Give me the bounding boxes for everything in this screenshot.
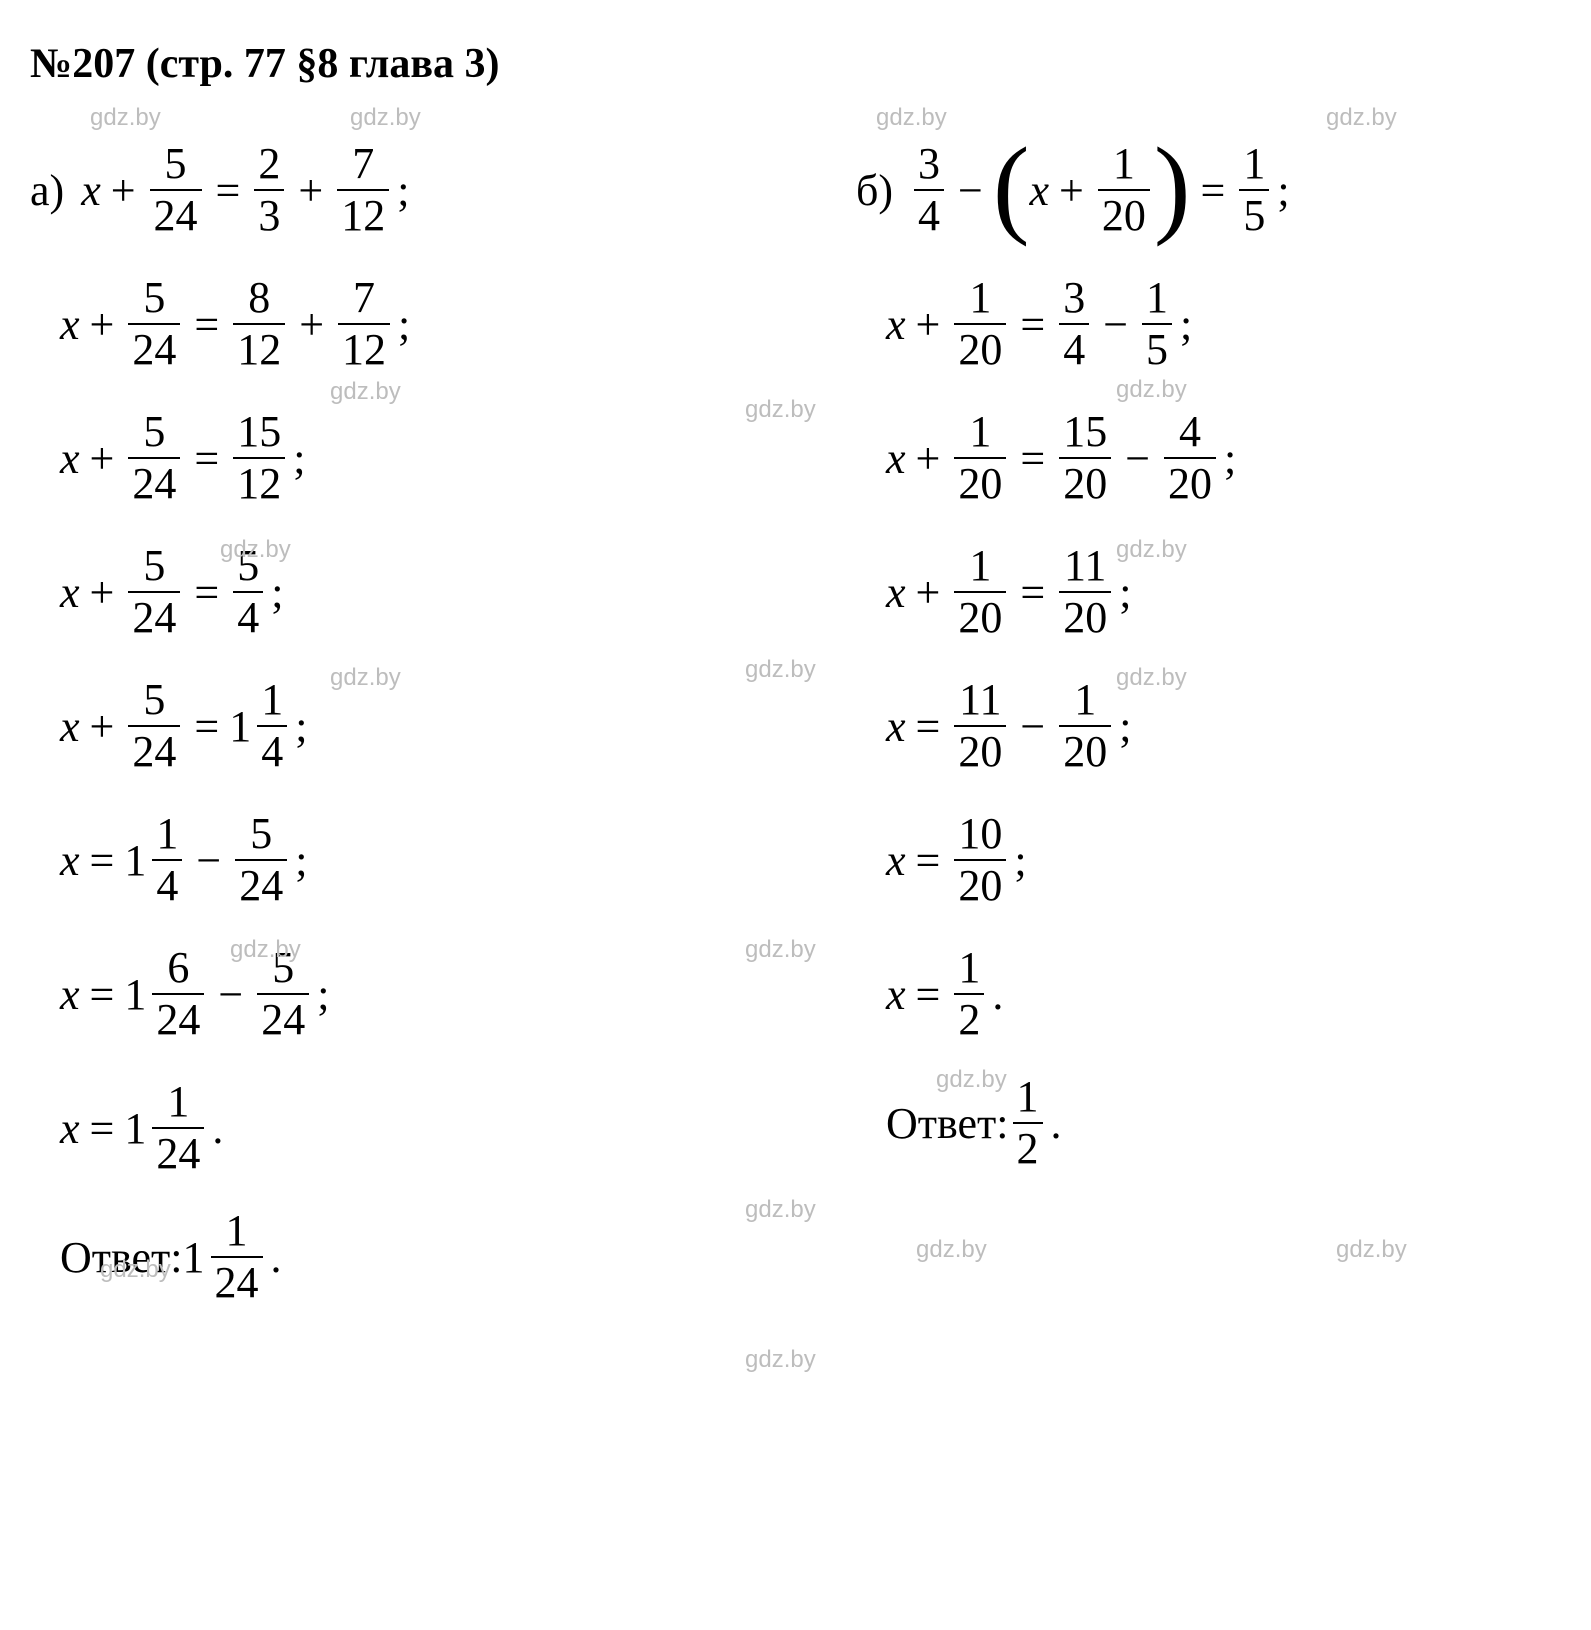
equation-line: x=1120−120; bbox=[856, 666, 1561, 786]
equation-line: x=114−524; bbox=[30, 800, 735, 920]
column-a: а) x+524=23+712; x+524=812+712; x+524=1512… bbox=[30, 116, 735, 1312]
equation-line: x+524=1512; bbox=[30, 398, 735, 518]
answer-line: Ответ: 12. bbox=[856, 1068, 1561, 1178]
page-title: №207 (стр. 77 §8 глава 3) bbox=[30, 40, 1561, 88]
equation-line: x+120=1120; bbox=[856, 532, 1561, 652]
columns: а) x+524=23+712; x+524=812+712; x+524=1512… bbox=[30, 116, 1561, 1312]
equation-line: x+524=812+712; bbox=[30, 264, 735, 384]
equation-line: x+524=54; bbox=[30, 532, 735, 652]
watermark: gdz.by bbox=[876, 104, 947, 132]
equation-line: б) 34−(x+120)=15; bbox=[856, 130, 1561, 250]
watermark: gdz.by bbox=[1336, 1236, 1407, 1264]
equation-line: x+524=114; bbox=[30, 666, 735, 786]
watermark: gdz.by bbox=[916, 1236, 987, 1264]
equation-line: x=1020; bbox=[856, 800, 1561, 920]
column-b: б) 34−(x+120)=15; x+120=34−15; x+120=1520−… bbox=[856, 116, 1561, 1312]
watermark: gdz.by bbox=[745, 1196, 816, 1224]
watermark: gdz.by bbox=[350, 104, 421, 132]
watermark: gdz.by bbox=[745, 656, 816, 684]
answer-line: Ответ: 1124. bbox=[30, 1202, 735, 1312]
column-mid-watermarks: gdz.bygdz.bygdz.bygdz.bygdz.by bbox=[795, 116, 796, 1312]
equation-line: а) x+524=23+712; bbox=[30, 130, 735, 250]
equation-line: x=1624−524; bbox=[30, 934, 735, 1054]
watermark: gdz.by bbox=[745, 936, 816, 964]
equation-line: x+120=34−15; bbox=[856, 264, 1561, 384]
equation-line: x=12. bbox=[856, 934, 1561, 1054]
equation-line: x=1124. bbox=[30, 1068, 735, 1188]
watermark: gdz.by bbox=[745, 1346, 816, 1374]
watermark: gdz.by bbox=[745, 396, 816, 424]
watermark: gdz.by bbox=[1326, 104, 1397, 132]
equation-line: x+120=1520−420; bbox=[856, 398, 1561, 518]
watermark: gdz.by bbox=[90, 104, 161, 132]
